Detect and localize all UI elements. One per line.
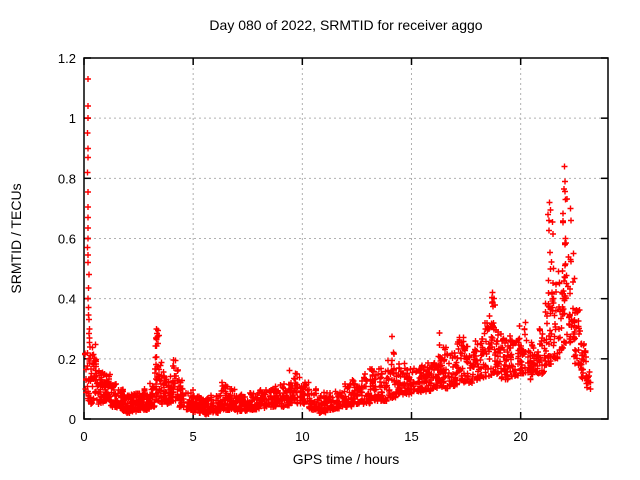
y-tick-label: 0.8 [58,171,76,186]
y-axis-label: SRMTID / TECUs [8,183,24,293]
x-axis-label: GPS time / hours [293,451,400,467]
chart-title: Day 080 of 2022, SRMTID for receiver agg… [209,17,482,33]
x-tick-label: 10 [295,429,309,444]
x-tick-label: 15 [404,429,418,444]
x-tick-label: 20 [513,429,527,444]
x-tick-label: 5 [190,429,197,444]
y-tick-label: 0.4 [58,292,76,307]
scatter-points [82,76,594,418]
plot-frame [83,57,609,420]
y-tick-label: 1.2 [58,51,76,66]
x-tick-label: 0 [80,429,87,444]
y-tick-label: 1 [69,111,76,126]
y-tick-label: 0.2 [58,352,76,367]
y-tick-label: 0.6 [58,232,76,247]
tick-labels: 0 5 10 15 20 0 0.2 0.4 0.6 0.8 1 1.2 [58,51,528,444]
y-tick-label: 0 [69,412,76,427]
scatter-marker-path [82,76,594,418]
